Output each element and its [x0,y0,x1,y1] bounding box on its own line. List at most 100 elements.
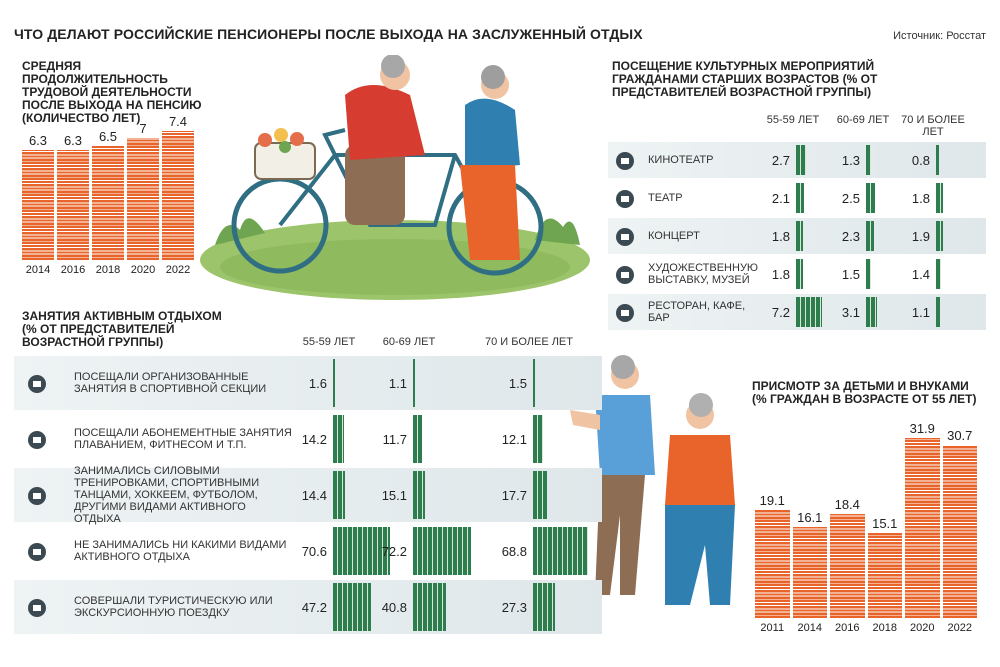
x-tick-label: 2014 [25,264,51,276]
theatre-masks-icon [614,188,636,210]
coffee-cup-icon [614,302,636,324]
football-player-icon [26,485,48,507]
bar-value-label: 31.9 [909,421,935,436]
row-label: СОВЕРШАЛИ ТУРИСТИЧЕСКУЮ ИЛИ ЭКСКУРСИОННУ… [74,595,273,619]
chart-culture-title: ПОСЕЩЕНИЕ КУЛЬТУРНЫХ МЕРОПРИЯТИЙ ГРАЖДАН… [612,59,878,99]
cell-bar [796,221,803,251]
bar-value-label: 7.4 [168,113,188,129]
cell-bar [533,359,535,407]
chart-work-duration-title: СРЕДНЯЯ ПРОДОЛЖИТЕЛЬНОСТЬ ТРУДОВОЙ ДЕЯТЕ… [22,59,202,125]
bar-value-label: 7 [139,120,147,136]
row-label: РЕСТОРАН, КАФЕ, БАР [648,300,746,324]
cell-bar [866,297,878,327]
bar [162,130,194,260]
cell-value: 7.2 [771,305,790,320]
cell-bar [533,583,555,631]
cell-value: 72.2 [381,544,407,559]
column-header: 55-59 ЛЕТ [302,336,356,348]
cell-bar [333,527,390,575]
table-row [14,468,602,522]
x-tick-label: 2014 [797,622,822,634]
cell-value: 40.8 [381,600,407,615]
column-header: 55-59 ЛЕТ [766,114,820,126]
bar-value-label: 18.4 [834,497,860,513]
row-label: КИНОТЕАТР [648,154,714,166]
column-header: 70 И БОЛЕЕ ЛЕТ [484,336,573,348]
bar-value-label: 6.3 [63,132,83,148]
row-label: ПОСЕЩАЛИ ОРГАНИЗОВАННЫЕ ЗАНЯТИЯ В СПОРТИ… [74,371,267,395]
x-tick-label: 2022 [165,264,191,276]
cell-value: 2.1 [771,191,790,206]
row-label: ХУДОЖЕСТВЕННУЮ ВЫСТАВКУ, МУЗЕЙ [648,262,759,286]
chart-childcare-title: ПРИСМОТР ЗА ДЕТЬМИ И ВНУКАМИ (% ГРАЖДАН … [752,379,977,406]
exercise-bike-icon [26,429,48,451]
chart-culture-table: 55-59 ЛЕТ 60-69 ЛЕТ 70 И БОЛЕЕ ЛЕТ КИНОТЕАТ… [608,110,990,340]
cell-bar [796,183,804,213]
cell-value: 17.7 [501,488,527,503]
cell-value: 14.2 [301,432,327,447]
cell-value: 1.1 [911,305,930,320]
cell-bar [936,259,942,289]
cell-bar [333,359,335,407]
column-header: 60-69 ЛЕТ [836,114,890,126]
cell-bar [413,359,415,407]
cell-bar [936,297,940,327]
x-tick-label: 2018 [95,264,121,276]
museum-icon [614,264,636,286]
bar-value-label: 6.5 [98,129,118,145]
cell-bar [866,259,872,289]
camera-icon [614,150,636,172]
cell-bar [866,183,876,213]
cell-value: 47.2 [301,600,327,615]
row-label: НЕ ЗАНИМАЛИСЬ НИ КАКИМИ ВИДАМИ АКТИВНОГО… [74,539,287,563]
source-note: Источник: Росстат [893,30,986,42]
cell-bar [413,583,446,631]
cell-bar [866,145,871,175]
microphone-icon [614,226,636,248]
cell-bar [413,415,423,463]
cell-value: 1.6 [308,376,327,391]
bar-value-label: 16.1 [797,510,823,526]
cell-value: 11.7 [382,432,407,447]
cell-value: 1.3 [841,153,860,168]
table-row [14,580,602,634]
bar [22,149,54,260]
cell-bar [533,471,548,519]
bar-value-label: 6.3 [28,132,48,148]
bar [867,532,902,618]
row-label: ПОСЕЩАЛИ АБОНЕМЕНТНЫЕ ЗАНЯТИЯ ПЛАВАНИЕМ,… [74,427,292,451]
cell-value: 1.5 [841,267,860,282]
walking-couple-illustration [570,355,735,605]
cell-value: 0.8 [911,153,930,168]
x-tick-label: 2020 [910,622,935,634]
bar [905,438,940,618]
cell-bar [796,145,806,175]
cell-value: 1.1 [388,376,407,391]
cell-value: 27.3 [501,600,527,615]
bar [830,514,865,618]
cell-value: 68.8 [501,544,527,559]
chart-active-leisure-title: ЗАНЯТИЯ АКТИВНЫМ ОТДЫХОМ (% ОТ ПРЕДСТАВИ… [22,309,222,349]
cell-value: 70.6 [301,544,327,559]
chart-active-leisure-table: 55-59 ЛЕТ 60-69 ЛЕТ 70 И БОЛЕЕ ЛЕТ ПОСЕЩАЛИ… [14,330,602,640]
cell-value: 1.8 [911,191,930,206]
chart-childcare: 19.1 2011 16.1 2014 18.4 2016 15.1 2018 31.9 2020… [755,420,980,638]
tandem-bicycle-illustration [200,55,590,300]
table-row [14,356,602,410]
cell-bar [533,527,589,575]
cell-bar [936,221,943,251]
x-tick-label: 2020 [130,264,156,276]
x-tick-label: 2016 [835,622,860,634]
cell-bar [936,183,943,213]
x-tick-label: 2016 [60,264,86,276]
cell-value: 1.4 [911,267,930,282]
cell-bar [333,415,345,463]
bar-value-label: 15.1 [872,515,898,531]
bar [57,149,89,260]
cell-value: 2.3 [841,229,860,244]
map-pin-camera-icon [26,597,48,619]
bar [942,444,977,618]
bar-value-label: 19.1 [759,493,785,509]
cell-value: 1.5 [508,376,527,391]
cell-bar [866,221,875,251]
